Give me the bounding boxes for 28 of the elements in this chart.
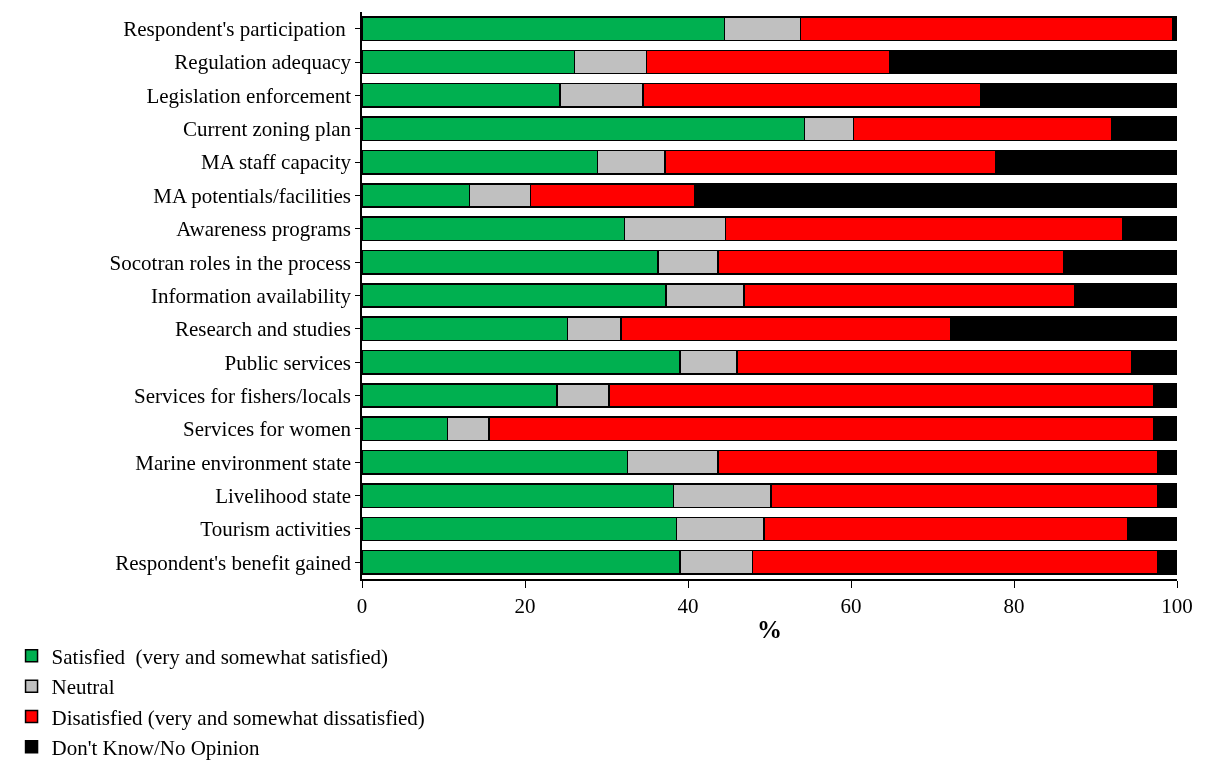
y-tick-label: Socotran roles in the process [109, 250, 352, 275]
x-tick-label: 100 [1161, 593, 1193, 618]
y-tick-label: Marine environment state [135, 450, 352, 475]
y-tick-label: Respondent's participation [123, 17, 352, 42]
legend-label: Neutral [51, 675, 115, 700]
y-tick-label: Research and studies [174, 317, 352, 342]
y-tick-label: Respondent's benefit gained [115, 550, 352, 575]
y-tick-label: Services for women [183, 417, 352, 442]
legend-label: Satisfied (very and somewhat satisfied) [51, 645, 389, 670]
y-tick-label: Legislation enforcement [146, 83, 352, 108]
y-tick-label: Livelihood state [215, 483, 352, 508]
x-tick-label: 40 [677, 593, 699, 618]
y-tick-label: Awareness programs [176, 217, 352, 242]
legend-label: Don't Know/No Opinion [51, 735, 260, 760]
y-tick-label: Public services [224, 350, 352, 375]
y-tick-label: Tourism activities [200, 517, 352, 542]
y-tick-label: Regulation adequacy [174, 50, 352, 75]
x-tick-label: 80 [1003, 593, 1025, 618]
y-tick-label: Services for fishers/locals [134, 383, 352, 408]
y-tick-label: MA potentials/facilities [153, 183, 352, 208]
y-tick-label: Information availability [151, 283, 352, 308]
y-tick-label: MA staff capacity [200, 150, 352, 175]
x-tick-label: 60 [840, 593, 862, 618]
y-tick-label: Current zoning plan [183, 117, 352, 142]
x-tick-label: 0 [356, 593, 368, 618]
x-tick-label: 20 [514, 593, 536, 618]
legend-label: Disatisfied (very and somewhat dissatisfied) [51, 705, 425, 730]
x-axis-title: % [757, 616, 782, 644]
